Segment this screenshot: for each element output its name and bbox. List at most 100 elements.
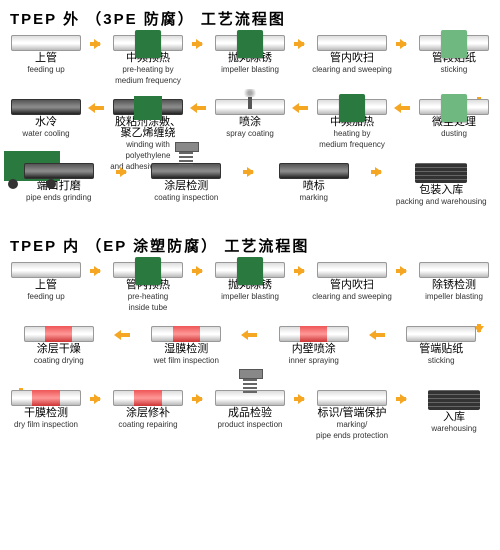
step-label: 管内吹扫clearing and sweeping	[312, 280, 392, 302]
step-label: 包装入库packing and warehousing	[396, 185, 487, 207]
arrow-icon	[369, 330, 387, 340]
step: 湿膜检测wet film inspection	[132, 326, 242, 366]
step-label: 喷涂spray coating	[226, 117, 274, 139]
step-label: 涂层修补coating repairing	[118, 408, 177, 430]
step: 包装入库packing and warehousing	[387, 163, 497, 207]
step: 成品检验product inspection	[208, 390, 292, 430]
step-graphic	[415, 163, 467, 183]
step-label: 干膜检测dry film inspection	[14, 408, 78, 430]
arrow-icon	[394, 39, 412, 49]
step: 入库warehousing	[412, 390, 496, 434]
step: 上管feeding up	[4, 262, 88, 302]
section1-title: TPEP 外 （3PE 防腐） 工艺流程图	[10, 8, 496, 29]
step-graphic	[24, 163, 94, 179]
step: 标识/管端保护marking/ pipe ends protection	[310, 390, 394, 441]
step: 除锈检测impeller blasting	[412, 262, 496, 302]
arrow-icon	[292, 103, 310, 113]
process-row: 上管feeding up 管内预热pre-heating inside tube 抛…	[4, 262, 496, 326]
step-graphic	[419, 262, 489, 278]
arrow-icon	[292, 39, 310, 49]
step: 胶粘剂涂敷、 聚乙烯缠绕winding with polyethylene an…	[106, 99, 190, 172]
step: 喷标marking	[259, 163, 369, 203]
step-label: 端口打磨pipe ends grinding	[26, 181, 91, 203]
step-graphic	[151, 326, 221, 342]
step-label: 上管feeding up	[27, 280, 64, 302]
arrow-icon	[190, 394, 208, 404]
process-row: 干膜检测dry film inspection 涂层修补coating repai…	[4, 390, 496, 454]
arrow-icon	[88, 39, 106, 49]
step-label: 成品检验product inspection	[218, 408, 283, 430]
arrow-icon	[394, 394, 412, 404]
step-label: 管内吹扫clearing and sweeping	[312, 53, 392, 75]
arrow-icon	[292, 394, 310, 404]
step: 管内吹扫clearing and sweeping	[310, 35, 394, 75]
arrow-icon	[88, 394, 106, 404]
step: 抛丸除锈impeller blasting	[208, 262, 292, 302]
step-label: 除锈检测impeller blasting	[425, 280, 483, 302]
step-graphic	[317, 99, 387, 115]
arrow-icon	[190, 103, 208, 113]
step-graphic	[113, 35, 183, 51]
step-graphic	[151, 163, 221, 179]
step: 管内预热pre-heating inside tube	[106, 262, 190, 313]
arrow-icon	[114, 167, 132, 177]
step: 干膜检测dry film inspection	[4, 390, 88, 430]
step: 端口打磨pipe ends grinding	[4, 163, 114, 203]
arrow-icon	[394, 103, 412, 113]
step: 管段贴纸sticking	[412, 35, 496, 75]
arrow-icon	[190, 39, 208, 49]
step-label: 上管feeding up	[27, 53, 64, 75]
step-graphic	[317, 35, 387, 51]
step: 涂层修补coating repairing	[106, 390, 190, 430]
step: 涂层干燥coating drying	[4, 326, 114, 366]
process-row: 端口打磨pipe ends grinding 涂层检测coating inspec…	[4, 163, 496, 227]
step: 水冷water cooling	[4, 99, 88, 139]
arrow-icon	[292, 266, 310, 276]
step: 抛丸除锈impeller blasting	[208, 35, 292, 75]
step-label: 管端贴纸sticking	[419, 344, 463, 366]
step-graphic	[317, 262, 387, 278]
step-graphic	[428, 390, 480, 410]
step-graphic	[113, 99, 183, 115]
arrow-icon	[394, 266, 412, 276]
step: 管内吹扫clearing and sweeping	[310, 262, 394, 302]
arrow-icon	[241, 330, 259, 340]
step-graphic	[419, 99, 489, 115]
process-row: 水冷water cooling胶粘剂涂敷、 聚乙烯缠绕winding with …	[4, 99, 496, 163]
step-graphic	[11, 99, 81, 115]
step: 微尘处理dusting	[412, 99, 496, 139]
step-label: 入库warehousing	[431, 412, 476, 434]
arrow-icon	[369, 167, 387, 177]
step-label: 湿膜检测wet film inspection	[154, 344, 219, 366]
step-graphic	[113, 390, 183, 406]
step-graphic	[24, 326, 94, 342]
arrow-icon	[88, 103, 106, 113]
arrow-icon	[88, 266, 106, 276]
step: 上管feeding up	[4, 35, 88, 75]
step-graphic	[11, 262, 81, 278]
step-graphic	[419, 35, 489, 51]
step-graphic	[215, 35, 285, 51]
step: 中频加热heating by medium frequency	[310, 99, 394, 150]
step-graphic	[215, 99, 285, 115]
step-label: 涂层干燥coating drying	[34, 344, 84, 366]
section2-title: TPEP 内 （EP 涂塑防腐） 工艺流程图	[10, 235, 496, 256]
step-graphic	[279, 163, 349, 179]
arrow-icon	[114, 330, 132, 340]
arrow-icon	[241, 167, 259, 177]
step-label: 内壁喷涂inner spraying	[289, 344, 339, 366]
step-graphic	[113, 262, 183, 278]
step-graphic	[11, 35, 81, 51]
step-label: 喷标marking	[300, 181, 328, 203]
step-label: 水冷water cooling	[22, 117, 69, 139]
step-graphic	[406, 326, 476, 342]
step-graphic	[279, 326, 349, 342]
arrow-icon	[190, 266, 208, 276]
step-graphic	[215, 262, 285, 278]
step-label: 标识/管端保护marking/ pipe ends protection	[316, 408, 388, 441]
step: 中频预热pre-heating by medium frequency	[106, 35, 190, 86]
step: 内壁喷涂inner spraying	[259, 326, 369, 366]
step: 管端贴纸sticking	[387, 326, 497, 366]
step-graphic	[11, 390, 81, 406]
step: 涂层检测coating inspection	[132, 163, 242, 203]
